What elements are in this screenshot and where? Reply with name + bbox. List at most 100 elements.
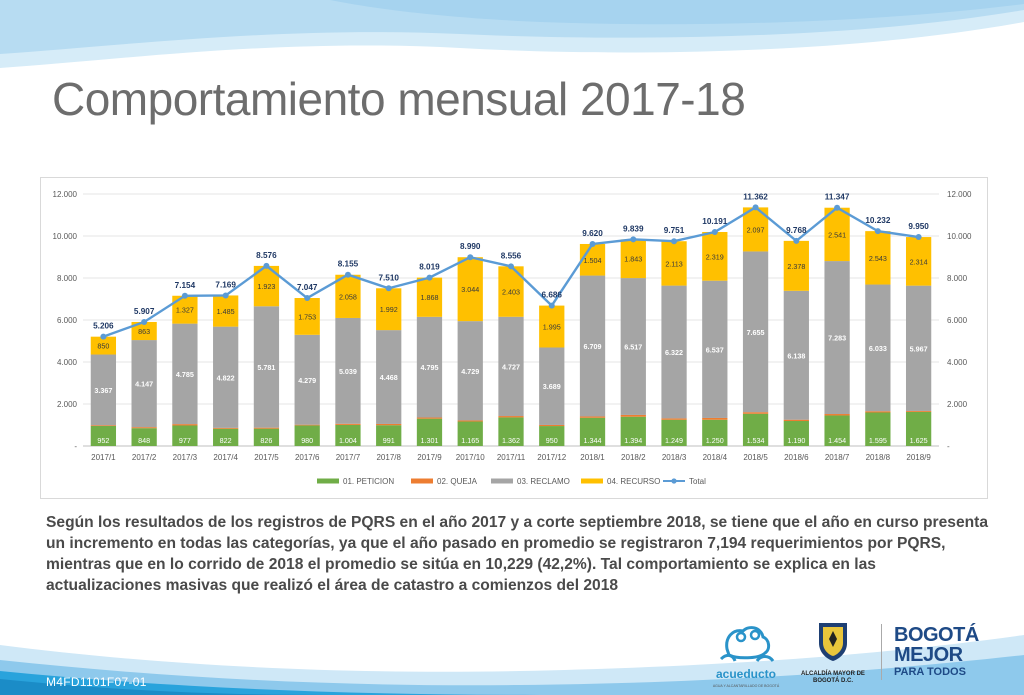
- bar-peticion: [253, 428, 280, 446]
- x-tick-label: 2018/3: [662, 453, 687, 462]
- bar-queja: [783, 419, 809, 422]
- data-label-reclamo: 4.147: [135, 380, 153, 389]
- total-point: [874, 228, 881, 235]
- bar-peticion: [579, 417, 606, 446]
- bar-queja: [905, 410, 932, 412]
- total-label: 9.950: [908, 222, 929, 231]
- data-label-peticion: 977: [179, 436, 191, 445]
- data-label-reclamo: 4.822: [217, 373, 235, 382]
- total-label: 9.620: [582, 229, 603, 238]
- y-tick-right: 12.000: [947, 190, 972, 199]
- bar-reclamo: [416, 316, 443, 418]
- bogota-logo-line1: BOGOTÁ: [894, 624, 979, 646]
- data-label-recurso: 863: [138, 327, 150, 336]
- data-label-peticion: 1.004: [339, 436, 357, 445]
- bar-reclamo: [131, 340, 157, 428]
- total-point: [630, 236, 637, 243]
- x-tick-label: 2018/4: [703, 453, 728, 462]
- x-tick-label: 2017/8: [376, 453, 401, 462]
- data-label-recurso: 2.403: [502, 288, 520, 297]
- bar-reclamo: [539, 347, 565, 425]
- acueducto-logo-text: acueducto: [715, 667, 776, 681]
- data-label-recurso: 1.327: [176, 306, 194, 315]
- bar-queja: [213, 427, 239, 429]
- total-point: [385, 285, 392, 292]
- total-label: 6.686: [542, 291, 563, 300]
- data-label-peticion: 1.344: [584, 436, 602, 445]
- x-tick-label: 2017/9: [417, 453, 442, 462]
- total-point: [711, 228, 718, 235]
- total-label: 10.232: [865, 216, 890, 225]
- x-tick-label: 2017/1: [91, 453, 116, 462]
- bar-queja: [335, 423, 361, 425]
- bar-reclamo: [335, 317, 361, 424]
- data-label-peticion: 1.190: [787, 436, 805, 445]
- footer-code: M4FD1101F07-01: [46, 675, 147, 689]
- data-label-peticion: 950: [546, 436, 558, 445]
- bar-queja: [131, 427, 157, 429]
- bar-peticion: [824, 415, 850, 446]
- x-tick-label: 2018/9: [906, 453, 931, 462]
- data-label-recurso: 2.319: [706, 252, 724, 261]
- data-label-recurso: 1.843: [624, 255, 642, 264]
- total-point: [263, 262, 270, 269]
- bar-reclamo: [702, 280, 728, 418]
- bar-peticion: [905, 411, 932, 446]
- data-label-reclamo: 4.785: [176, 370, 194, 379]
- x-tick-label: 2018/7: [825, 453, 850, 462]
- total-point: [141, 318, 148, 325]
- y-tick-left: 10.000: [53, 232, 78, 241]
- data-label-reclamo: 6.517: [624, 343, 642, 352]
- total-point: [508, 263, 514, 270]
- x-tick-label: 2018/5: [743, 453, 768, 462]
- bar-peticion: [213, 428, 239, 446]
- y-tick-right: 10.000: [947, 232, 972, 241]
- y-tick-left: -: [74, 442, 77, 451]
- bar-queja: [661, 418, 687, 420]
- data-label-peticion: 1.534: [747, 436, 765, 445]
- bogota-logo-line3: PARA TODOS: [894, 666, 966, 678]
- bar-queja: [90, 425, 117, 427]
- bar-peticion: [376, 425, 402, 446]
- bar-peticion: [416, 418, 443, 446]
- data-label-reclamo: 3.689: [543, 382, 561, 391]
- data-label-reclamo: 6.033: [869, 344, 887, 353]
- x-tick-label: 2017/6: [295, 453, 320, 462]
- bar-recurso: [416, 277, 443, 317]
- bar-recurso: [457, 257, 483, 322]
- total-point: [793, 237, 800, 244]
- data-label-recurso: 1.995: [543, 323, 561, 332]
- total-point: [671, 238, 678, 245]
- bar-recurso: [865, 231, 891, 285]
- bar-recurso: [376, 288, 402, 331]
- total-label: 10.191: [702, 217, 727, 226]
- bar-reclamo: [865, 284, 891, 412]
- data-label-reclamo: 6.709: [584, 342, 602, 351]
- bar-recurso: [702, 231, 728, 281]
- total-label: 8.155: [338, 260, 359, 269]
- data-label-reclamo: 5.781: [257, 363, 275, 372]
- data-label-reclamo: 4.729: [461, 367, 479, 376]
- bar-recurso: [335, 274, 361, 318]
- bar-recurso: [539, 305, 565, 348]
- bottom-wave-decoration: [0, 635, 1024, 695]
- bar-peticion: [498, 417, 524, 446]
- x-tick-label: 2018/1: [580, 453, 605, 462]
- x-tick-label: 2018/6: [784, 453, 809, 462]
- footer-logos: acueducto AGUA Y ALCANTARILLADO DE BOGOT…: [707, 617, 984, 688]
- data-label-recurso: 850: [97, 342, 109, 351]
- x-tick-label: 2018/8: [866, 453, 891, 462]
- data-label-recurso: 3.044: [461, 285, 479, 294]
- data-label-peticion: 1.301: [420, 436, 438, 445]
- total-label: 8.556: [501, 251, 522, 260]
- alcaldia-logo-text: ALCALDÍA MAYOR DE BOGOTÁ D.C.: [801, 671, 865, 684]
- data-label-peticion: 822: [220, 436, 232, 445]
- total-label: 8.576: [256, 251, 277, 260]
- total-point: [222, 292, 229, 299]
- x-tick-label: 2017/11: [497, 453, 526, 462]
- total-label: 8.990: [460, 242, 481, 251]
- data-label-reclamo: 7.283: [828, 334, 846, 343]
- bar-reclamo: [905, 285, 932, 411]
- data-label-reclamo: 4.279: [298, 376, 316, 385]
- bar-reclamo: [253, 306, 280, 428]
